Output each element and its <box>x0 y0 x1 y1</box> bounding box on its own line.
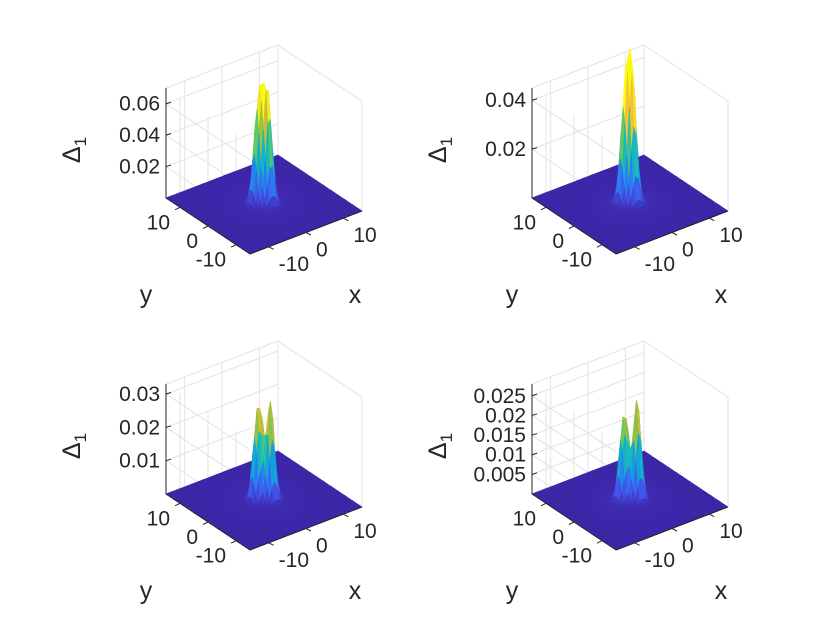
z-tick-label: 0.02 <box>485 138 526 161</box>
surface <box>165 82 363 255</box>
z-axis-label-symbol: Δ <box>424 146 452 163</box>
y-axis-label: y <box>506 281 519 309</box>
back-edge <box>643 44 729 102</box>
back-edge <box>277 44 363 102</box>
z-axis-label-subscript: 1 <box>437 137 456 146</box>
y-tick-label: -10 <box>196 249 226 272</box>
surface <box>531 48 729 255</box>
y-tick-mark <box>230 244 237 248</box>
x-tick-label: 0 <box>682 239 694 262</box>
y-tick-label: -10 <box>562 249 592 272</box>
x-tick-label: -10 <box>279 253 309 276</box>
x-axis-label: x <box>715 281 728 309</box>
x-tick-label: -10 <box>645 253 675 276</box>
x-tick-mark <box>671 232 678 236</box>
z-tick-label: 0.06 <box>119 93 160 116</box>
x-tick-mark <box>268 246 274 250</box>
z-axis-label-subscript: 1 <box>71 137 90 146</box>
z-tick-label: 0.04 <box>485 89 526 112</box>
x-tick-label: 10 <box>719 224 742 247</box>
y-tick-mark <box>568 225 575 229</box>
z-tick-label: 0.04 <box>119 124 160 147</box>
y-tick-label: 10 <box>513 211 536 234</box>
y-tick-mark <box>174 206 181 211</box>
y-tick-mark <box>596 244 603 248</box>
x-axis-label: x <box>349 281 362 309</box>
x-tick-label: 0 <box>316 239 328 262</box>
y-tick-label: 10 <box>147 211 170 234</box>
y-tick-mark <box>202 225 209 229</box>
z-axis-label: Δ1 <box>424 137 456 163</box>
x-tick-mark <box>709 217 715 222</box>
y-axis-label: y <box>140 281 153 309</box>
z-tick-label: 0.02 <box>119 156 160 179</box>
x-tick-mark <box>634 246 640 250</box>
x-tick-mark <box>343 217 349 222</box>
x-tick-mark <box>305 232 312 236</box>
back-edge <box>165 44 279 89</box>
z-axis-label-symbol: Δ <box>58 146 86 163</box>
z-axis-label: Δ1 <box>58 137 90 163</box>
x-tick-label: 10 <box>353 224 376 247</box>
back-edge <box>277 340 363 398</box>
y-tick-mark <box>540 206 547 211</box>
